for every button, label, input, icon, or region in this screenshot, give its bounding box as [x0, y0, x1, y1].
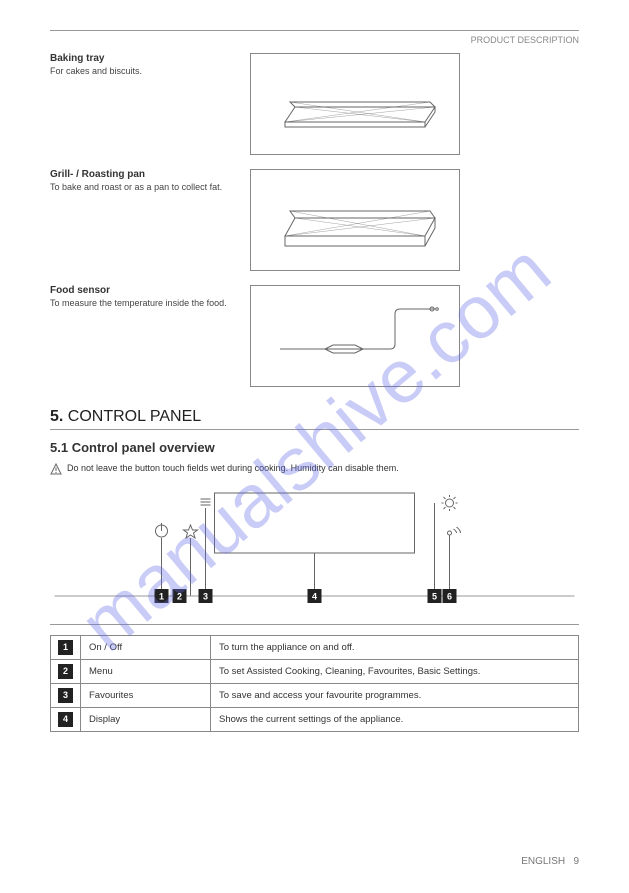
table-row: 3 Favourites To save and access your fav…: [51, 684, 579, 708]
label-desc: To save and access your favourite progra…: [211, 684, 579, 708]
label-num: 1: [58, 640, 73, 655]
page-number: 9: [573, 856, 579, 867]
section-title: 5. CONTROL PANEL: [50, 408, 579, 430]
subsection-title: 5.1 Control panel overview: [50, 440, 579, 455]
section-number: 5.: [50, 408, 63, 425]
subsection-number: 5.1: [50, 440, 68, 455]
accessory-name: Baking tray: [50, 53, 235, 64]
control-panel-figure: 1 2 3 4 5 6: [50, 481, 579, 625]
caution-text: Do not leave the button touch fields wet…: [67, 463, 399, 473]
table-row: 4 Display Shows the current settings of …: [51, 708, 579, 732]
svg-text:2: 2: [177, 591, 182, 601]
label-desc: To turn the appliance on and off.: [211, 636, 579, 660]
svg-text:1: 1: [159, 591, 164, 601]
label-name: Favourites: [81, 684, 211, 708]
header-rule: [50, 30, 579, 31]
table-row: 2 Menu To set Assisted Cooking, Cleaning…: [51, 660, 579, 684]
accessory-image: [250, 285, 460, 387]
label-name: On / Off: [81, 636, 211, 660]
label-name: Display: [81, 708, 211, 732]
svg-text:3: 3: [203, 591, 208, 601]
header-text: PRODUCT DESCRIPTION: [50, 35, 579, 45]
label-num: 4: [58, 712, 73, 727]
label-num: 2: [58, 664, 73, 679]
table-row: 1 On / Off To turn the appliance on and …: [51, 636, 579, 660]
svg-text:4: 4: [312, 591, 317, 601]
accessory-row: Grill- / Roasting pan To bake and roast …: [50, 169, 579, 277]
caution-note: Do not leave the button touch fields wet…: [50, 463, 579, 475]
label-num: 3: [58, 688, 73, 703]
accessory-desc: To bake and roast or as a pan to collect…: [50, 182, 235, 194]
label-name: Menu: [81, 660, 211, 684]
accessory-name: Food sensor: [50, 285, 235, 296]
accessory-desc: To measure the temperature inside the fo…: [50, 298, 235, 310]
label-desc: To set Assisted Cooking, Cleaning, Favou…: [211, 660, 579, 684]
subsection-title-text: Control panel overview: [72, 440, 215, 455]
label-desc: Shows the current settings of the applia…: [211, 708, 579, 732]
warning-icon: [50, 463, 62, 475]
svg-text:6: 6: [447, 591, 452, 601]
accessory-row: Baking tray For cakes and biscuits.: [50, 53, 579, 161]
accessory-image: [250, 169, 460, 271]
accessory-name: Grill- / Roasting pan: [50, 169, 235, 180]
footer: ENGLISH 9: [0, 856, 629, 867]
footer-lang: ENGLISH: [521, 856, 565, 867]
accessory-image: [250, 53, 460, 155]
svg-text:5: 5: [432, 591, 437, 601]
labels-table: 1 On / Off To turn the appliance on and …: [50, 635, 579, 732]
section-title-text: CONTROL PANEL: [68, 408, 201, 425]
accessory-desc: For cakes and biscuits.: [50, 66, 235, 78]
accessory-row: Food sensor To measure the temperature i…: [50, 285, 579, 393]
